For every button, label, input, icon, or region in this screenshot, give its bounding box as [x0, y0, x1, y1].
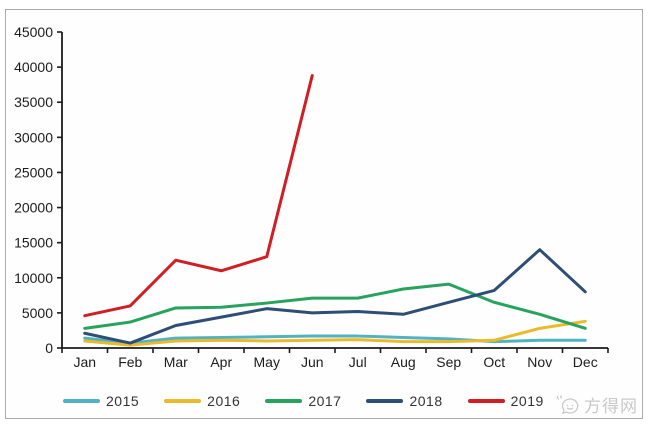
legend-item-2018: 2018 [366, 393, 442, 409]
legend-swatch-2017 [265, 399, 303, 403]
y-axis-label: 15000 [14, 235, 53, 251]
x-axis-label: Jun [301, 354, 324, 370]
x-axis-label: Jul [349, 354, 367, 370]
y-axis-label: 10000 [14, 270, 53, 286]
x-axis-label: Nov [527, 354, 552, 370]
y-axis-label: 40000 [14, 59, 53, 75]
legend-label: 2015 [106, 393, 140, 409]
x-axis-label: Aug [391, 354, 416, 370]
x-axis-label: Apr [210, 354, 232, 370]
legend-swatch-2018 [366, 399, 404, 403]
legend-swatch-2019 [467, 399, 505, 403]
y-axis-label: 0 [45, 340, 53, 356]
x-axis-label: Sep [436, 354, 461, 370]
chart-legend: 2015 2016 2017 2018 2019 [63, 393, 544, 409]
legend-item-2017: 2017 [265, 393, 341, 409]
x-axis-label: Feb [118, 354, 142, 370]
watermark: 方得网 [556, 392, 638, 417]
legend-swatch-2015 [63, 399, 100, 403]
chat-smiley-icon [556, 394, 579, 414]
y-axis-label: 20000 [14, 200, 53, 216]
watermark-text: 方得网 [584, 397, 638, 416]
legend-label: 2017 [308, 393, 342, 409]
y-axis-label: 30000 [14, 129, 53, 145]
x-axis-label: Dec [573, 354, 598, 370]
x-axis-label: Oct [483, 354, 505, 370]
series-line-2016 [83, 319, 587, 347]
legend-label: 2016 [207, 393, 241, 409]
legend-item-2016: 2016 [164, 393, 240, 409]
legend-item-2015: 2015 [63, 393, 139, 409]
x-axis-label: Jan [73, 354, 96, 370]
x-axis-label: May [254, 354, 280, 370]
y-axis-label: 35000 [14, 94, 53, 110]
legend-label: 2018 [409, 393, 443, 409]
legend-label: 2019 [510, 393, 544, 409]
series-line-2017 [83, 282, 587, 330]
x-axis-label: Mar [164, 354, 188, 370]
series-line-2018 [83, 248, 587, 345]
series-line-2019 [83, 74, 314, 318]
legend-item-2019: 2019 [467, 393, 544, 409]
chart-frame-border [5, 9, 643, 419]
y-axis-label: 45000 [14, 24, 53, 40]
y-axis-label: 25000 [14, 164, 53, 180]
y-axis-label: 5000 [22, 305, 53, 321]
legend-swatch-2016 [164, 399, 202, 403]
sales-line-chart: 0 5000 10000 15000 20000 25000 30000 35000 40000… [14, 24, 609, 370]
series-line-2015 [83, 334, 587, 345]
